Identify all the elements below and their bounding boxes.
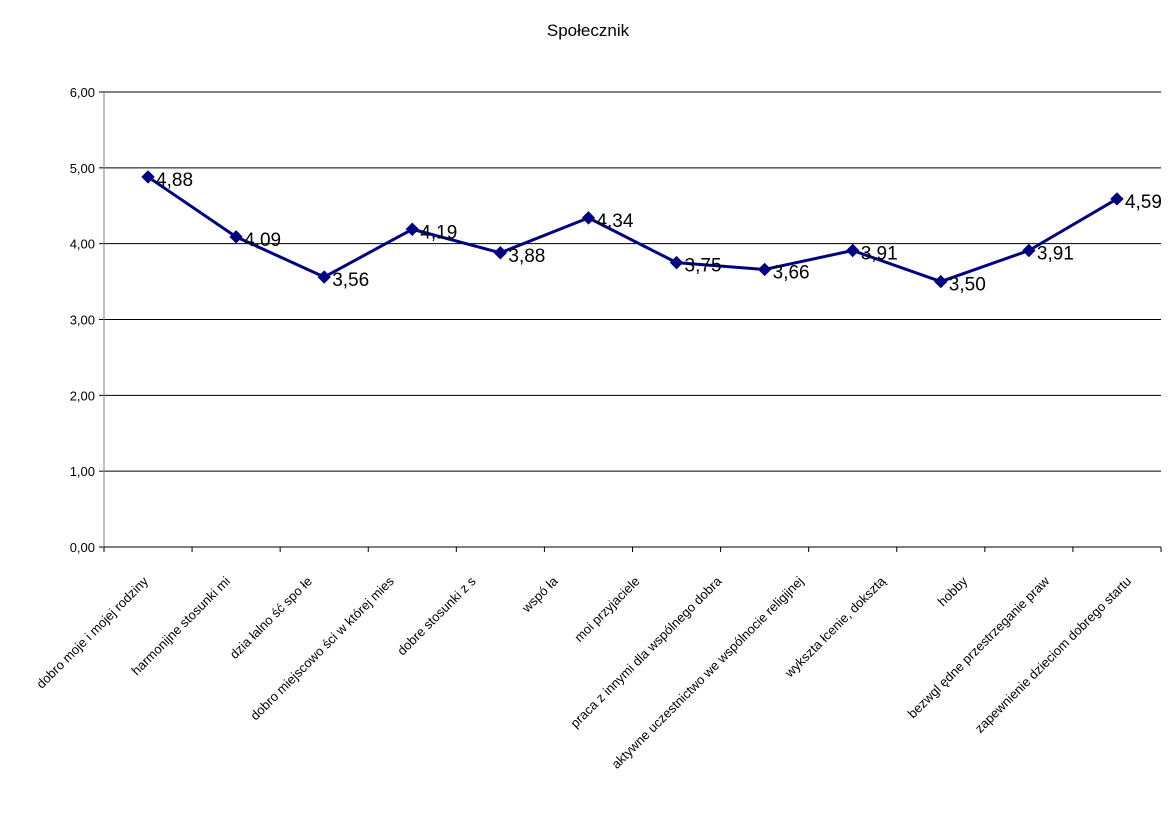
y-tick-label: 0,00 <box>70 540 95 555</box>
chart-title: Społecznik <box>547 21 630 40</box>
data-point-marker <box>935 276 947 288</box>
data-label: 4,19 <box>420 222 457 243</box>
data-point-marker <box>494 247 506 259</box>
x-tick-label: aktywne uczestnictwo we wspólnocie relig… <box>608 573 806 771</box>
y-tick-label: 5,00 <box>70 161 95 176</box>
data-label: 4,59 <box>1125 192 1162 213</box>
data-point-marker <box>1111 193 1123 205</box>
data-label: 3,75 <box>685 256 722 277</box>
x-tick-label: dobre stosunki z s <box>394 573 479 658</box>
data-point-marker <box>582 212 594 224</box>
x-tick-label: dobro miejscowo ści w której mies <box>247 573 397 723</box>
data-label: 3,91 <box>861 243 898 264</box>
x-tick-label: bezwgl ędne przestrzeganie praw <box>905 573 1053 721</box>
data-label: 4,88 <box>156 170 193 191</box>
x-tick-label: wspó ła <box>518 573 561 616</box>
gridlines <box>104 92 1161 471</box>
y-tick-label: 6,00 <box>70 85 95 100</box>
data-point-marker <box>671 257 683 269</box>
data-labels: 4,88 4,09 3,56 4,19 3,88 4,34 3,75 3,66 3,91 3,50… <box>156 170 1162 296</box>
data-label: 3,88 <box>508 246 545 267</box>
data-label: 4,34 <box>596 211 633 232</box>
y-tick-label: 1,00 <box>70 464 95 479</box>
data-point-marker <box>406 223 418 235</box>
data-point-marker <box>318 271 330 283</box>
data-label: 3,50 <box>949 275 986 296</box>
data-label: 3,66 <box>773 262 810 283</box>
data-point-marker <box>759 263 771 275</box>
y-tick-label: 4,00 <box>70 237 95 252</box>
y-tick-label: 3,00 <box>70 313 95 328</box>
data-label: 4,09 <box>244 230 281 251</box>
y-axis-tick-labels: 0,00 1,00 2,00 3,00 4,00 5,00 6,00 <box>70 85 95 555</box>
y-tick-label: 2,00 <box>70 388 95 403</box>
data-point-marker <box>847 244 859 256</box>
x-tick-label: dzia łalno ść spo łe <box>227 574 315 662</box>
axes <box>99 92 1161 552</box>
x-tick-label: zapewnienie dzieciom dobrego startu <box>972 574 1134 736</box>
data-label: 3,56 <box>332 270 369 291</box>
x-tick-label: hobby <box>935 573 971 609</box>
x-tick-label: praca z innymi dla wspólnego dobra <box>567 573 725 731</box>
data-point-marker <box>1023 244 1035 256</box>
data-label: 3,91 <box>1037 243 1074 264</box>
x-tick-label: moi przyjaciele <box>571 574 642 645</box>
